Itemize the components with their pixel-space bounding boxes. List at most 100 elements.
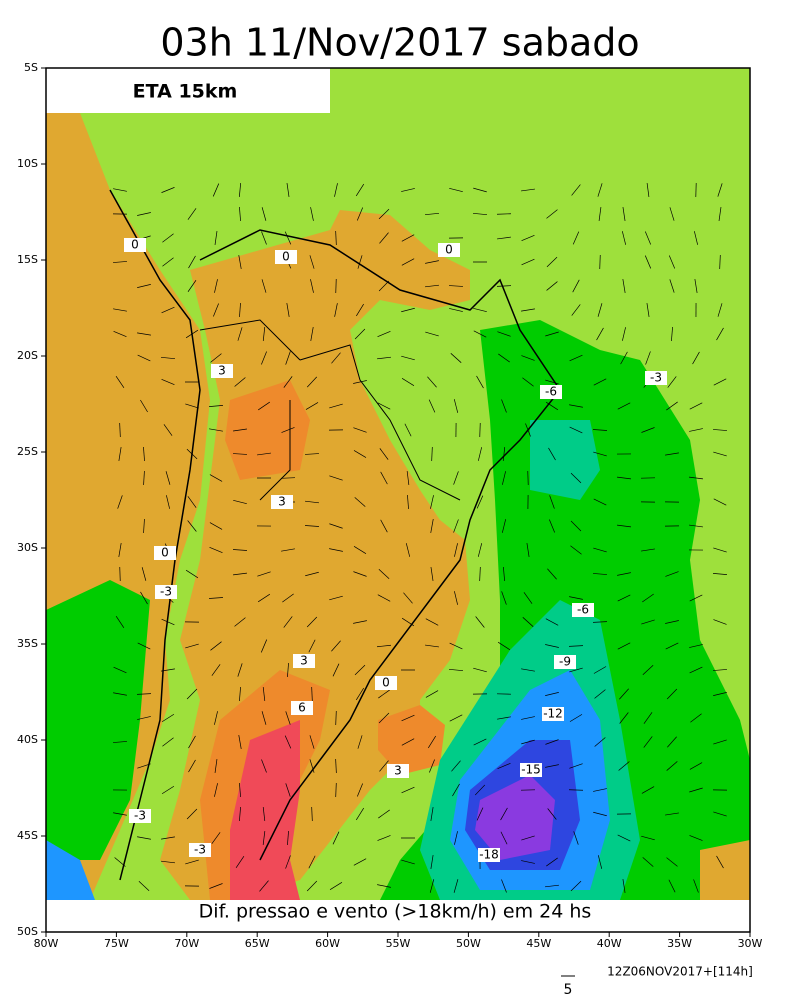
wind-vector: [476, 495, 484, 509]
wind-vector: [521, 258, 535, 266]
wind-vector: [335, 782, 337, 798]
wind-vector: [187, 208, 197, 220]
wind-vector: [309, 735, 315, 749]
contour-label: -3: [650, 371, 662, 385]
wind-vector: [496, 285, 512, 287]
wind-vector: [547, 568, 557, 580]
wind-vector: [569, 667, 583, 673]
wind-vector: [453, 519, 459, 533]
wind-vector: [431, 446, 433, 462]
wind-vector: [185, 403, 199, 409]
wind-vector: [620, 351, 628, 365]
wind-vector: [161, 860, 175, 864]
wind-vector: [547, 808, 557, 820]
wind-vector: [717, 183, 723, 197]
wind-vector: [521, 860, 535, 864]
wind-vector: [261, 231, 267, 245]
wind-vector: [448, 668, 464, 672]
wind-vector: [284, 231, 292, 245]
wind-vector: [473, 187, 487, 193]
contour-label-bg: [520, 763, 542, 777]
wind-vector: [497, 716, 511, 720]
wind-vector: [545, 739, 559, 745]
wind-vector: [239, 302, 241, 318]
wind-vector: [472, 212, 488, 216]
wind-vector: [593, 498, 607, 506]
contour-label-bg: [540, 385, 562, 399]
wind-vector: [597, 183, 603, 197]
lon-label: 60W: [315, 937, 340, 950]
wind-vector: [644, 231, 652, 245]
wind-vector: [406, 471, 410, 485]
wind-vector: [329, 548, 343, 552]
wind-vector: [569, 714, 583, 722]
wind-vector: [645, 351, 651, 365]
wind-vector: [354, 328, 366, 340]
wind-vector: [497, 641, 511, 651]
wind-vector: [716, 855, 724, 869]
wind-vector: [353, 546, 367, 554]
wind-vector: [162, 737, 174, 747]
wind-vector: [690, 713, 702, 723]
wind-vector: [522, 617, 534, 627]
wind-vector: [592, 429, 608, 431]
wind-vector: [425, 618, 439, 626]
wind-vector: [502, 471, 506, 485]
wind-vector: [329, 523, 343, 529]
wind-vector: [166, 495, 170, 509]
wind-vector: [141, 567, 147, 581]
wind-vector: [354, 664, 366, 676]
wind-vector: [304, 525, 320, 527]
wind-vector: [572, 279, 580, 293]
wind-vector: [238, 182, 242, 198]
wind-vector: [137, 354, 151, 362]
wind-vector: [379, 760, 389, 772]
wind-vector: [310, 279, 314, 293]
wind-vector: [572, 231, 580, 245]
wind-vector: [503, 566, 505, 582]
wind-vector: [501, 879, 507, 893]
wind-vector: [163, 424, 173, 436]
wind-vector: [353, 450, 367, 458]
wind-vector: [713, 547, 727, 553]
wind-vector: [380, 519, 388, 533]
wind-vector: [261, 711, 267, 725]
wind-vector: [113, 666, 127, 674]
wind-vector: [143, 518, 145, 534]
wind-vector: [668, 879, 676, 893]
wind-vector: [209, 547, 223, 553]
contour-label: 0: [445, 243, 453, 257]
wind-vector: [449, 714, 463, 722]
wind-vector: [212, 183, 220, 197]
wind-vector: [425, 690, 439, 698]
contour-label-bg: [554, 655, 576, 669]
wind-vector: [260, 639, 268, 653]
wind-vector: [592, 621, 608, 623]
wind-vector: [546, 209, 558, 219]
wind-vector: [283, 616, 293, 628]
wind-vector: [621, 231, 627, 245]
wind-vector: [137, 284, 151, 288]
wind-vector: [692, 351, 700, 365]
wind-vector: [308, 855, 316, 869]
wind-vector: [113, 330, 127, 338]
wind-vector: [401, 617, 415, 627]
wind-vector: [401, 188, 415, 192]
lon-label: 65W: [245, 937, 270, 950]
wind-vector: [377, 402, 391, 410]
field-orange-dark: [225, 380, 310, 480]
wind-vector: [454, 591, 458, 605]
wind-vector: [311, 686, 313, 702]
wind-vector: [280, 477, 296, 479]
wind-vector: [113, 812, 127, 816]
contour-label-bg: [375, 676, 397, 690]
wind-vector: [407, 494, 409, 510]
map: ETA 15km Dif. pressao e vento (>18km/h) …: [45, 67, 751, 933]
wind-vector: [498, 353, 510, 363]
wind-vector: [497, 236, 511, 240]
wind-vector: [500, 831, 508, 845]
wind-vector: [453, 471, 459, 485]
wind-vector: [666, 761, 678, 771]
wind-vector: [281, 427, 295, 433]
wind-vector: [237, 663, 243, 677]
